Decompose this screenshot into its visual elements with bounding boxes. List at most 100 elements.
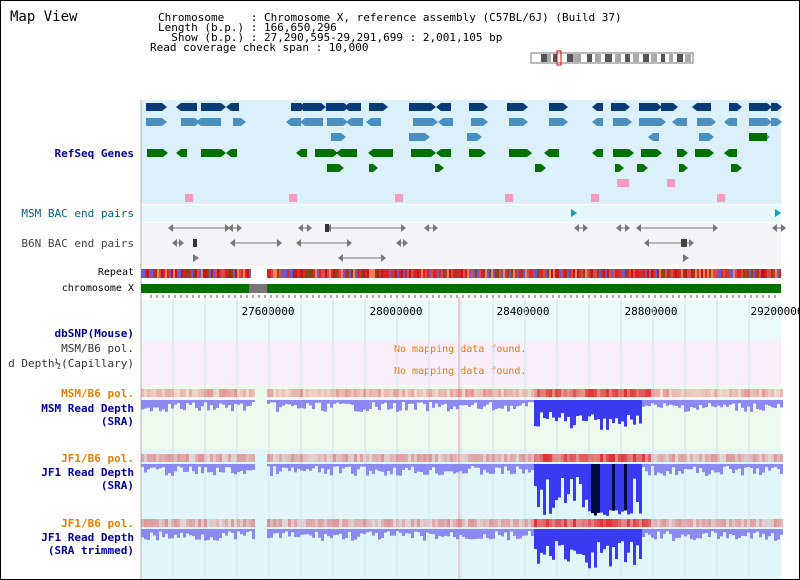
repeat-segment <box>723 269 725 278</box>
polymorphism-segment <box>645 519 648 527</box>
msm-bac-label[interactable]: MSM BAC end pairs <box>21 207 134 220</box>
polymorphism-segment <box>183 454 186 462</box>
polymorphism-segment <box>330 454 333 462</box>
bac-pair-arrow <box>228 224 233 232</box>
polymorphism-segment <box>477 454 480 462</box>
read-depth-bar <box>552 464 555 508</box>
jf1-read-depth-label[interactable]: JF1 Read Depth <box>41 466 134 479</box>
read-depth-bar <box>669 400 672 405</box>
polymorphism-segment <box>357 454 360 462</box>
read-depth-bar <box>492 400 495 411</box>
ideogram-band <box>553 54 557 62</box>
polymorphism-segment <box>174 454 177 462</box>
dbsnp-label[interactable]: dbSNP(Mouse) <box>54 327 134 340</box>
polymorphism-segment <box>411 389 414 397</box>
polymorphism-segment <box>207 519 210 527</box>
repeat-segment <box>273 269 275 278</box>
polymorphism-segment <box>381 519 384 527</box>
polymorphism-segment <box>513 519 516 527</box>
msm-b6-pol-label-1[interactable]: MSM/B6 pol. <box>61 342 134 355</box>
repeat-segment <box>291 269 293 278</box>
polymorphism-segment <box>285 389 288 397</box>
polymorphism-segment <box>555 454 558 462</box>
polymorphism-segment <box>480 389 483 397</box>
read-depth-bar <box>540 400 543 413</box>
polymorphism-segment <box>324 389 327 397</box>
jf1-b6-pol-label-1[interactable]: JF1/B6 pol. <box>61 452 134 465</box>
polymorphism-segment <box>498 519 501 527</box>
read-depth-bar <box>615 464 618 511</box>
read-depth-bar <box>612 464 615 511</box>
polymorphism-segment <box>177 454 180 462</box>
polymorphism-segment <box>312 519 315 527</box>
read-depth-bar <box>654 529 657 540</box>
msm-b6-pol-label-2[interactable]: MSM/B6 pol. <box>61 387 134 400</box>
msm-read-depth-label[interactable]: MSM Read Depth <box>41 402 134 415</box>
read-depth-bar <box>156 464 159 470</box>
gene-feature <box>441 149 451 157</box>
read-depth-capillary-label[interactable]: d Depth½(Capillary) <box>8 357 134 370</box>
repeat-segment <box>573 269 575 278</box>
read-depth-bar <box>246 400 249 407</box>
polymorphism-segment <box>432 519 435 527</box>
repeat-segment <box>533 269 535 278</box>
bac-end-marker <box>395 194 403 202</box>
axis-tick-label: 27600000 <box>241 305 295 318</box>
read-depth-bar <box>678 400 681 408</box>
polymorphism-segment <box>270 519 273 527</box>
gene-feature <box>697 118 711 126</box>
repeat-segment <box>297 269 299 278</box>
read-depth-bar <box>405 464 408 468</box>
repeat-segment <box>233 269 235 278</box>
ideogram-band <box>669 54 673 62</box>
polymorphism-segment <box>180 389 183 397</box>
read-depth-bar <box>732 464 735 474</box>
polymorphism-segment <box>231 454 234 462</box>
read-depth-bar <box>204 529 207 541</box>
polymorphism-segment <box>183 519 186 527</box>
repeat-segment <box>593 269 595 278</box>
jf1-read-depth-trimmed-label[interactable]: JF1 Read Depth <box>41 531 134 544</box>
polymorphism-segment <box>159 389 162 397</box>
read-depth-bar <box>390 529 393 536</box>
gene-arrow <box>162 103 167 111</box>
polymorphism-segment <box>507 519 510 527</box>
jf1-b6-pol-label-2[interactable]: JF1/B6 pol. <box>61 517 134 530</box>
refseq-genes-label[interactable]: RefSeq Genes <box>54 147 134 160</box>
polymorphism-segment <box>234 519 237 527</box>
read-depth-bar <box>693 400 696 408</box>
polymorphism-segment <box>717 519 720 527</box>
gene-feature <box>749 133 767 141</box>
repeat-segment <box>473 269 475 278</box>
polymorphism-segment <box>735 519 738 527</box>
read-depth-bar <box>690 529 693 539</box>
read-depth-bar <box>711 529 714 532</box>
polymorphism-segment <box>702 454 705 462</box>
polymorphism-segment <box>222 454 225 462</box>
gene-arrow <box>483 118 488 126</box>
repeat-segment <box>605 269 607 278</box>
repeat-segment <box>717 269 719 278</box>
repeat-segment <box>671 269 673 278</box>
polymorphism-segment <box>651 519 654 527</box>
read-depth-bar <box>708 464 711 475</box>
read-depth-bar <box>240 529 243 535</box>
read-depth-bar <box>342 400 345 404</box>
gene-feature <box>677 149 683 157</box>
b6n-bac-label[interactable]: B6N BAC end pairs <box>21 237 134 250</box>
polymorphism-segment <box>486 519 489 527</box>
read-depth-bar <box>642 400 645 407</box>
read-depth-bar <box>516 464 519 467</box>
repeat-segment <box>749 269 751 278</box>
polymorphism-segment <box>672 519 675 527</box>
ideogram-position-marker <box>556 50 562 66</box>
read-depth-bar <box>288 464 291 471</box>
read-depth-bar <box>231 529 234 533</box>
read-depth-bar <box>411 464 414 467</box>
read-depth-bar <box>399 400 402 411</box>
polymorphism-segment <box>774 454 777 462</box>
read-depth-bar <box>210 529 213 538</box>
read-depth-bar <box>672 529 675 541</box>
polymorphism-segment <box>507 389 510 397</box>
polymorphism-segment <box>741 519 744 527</box>
